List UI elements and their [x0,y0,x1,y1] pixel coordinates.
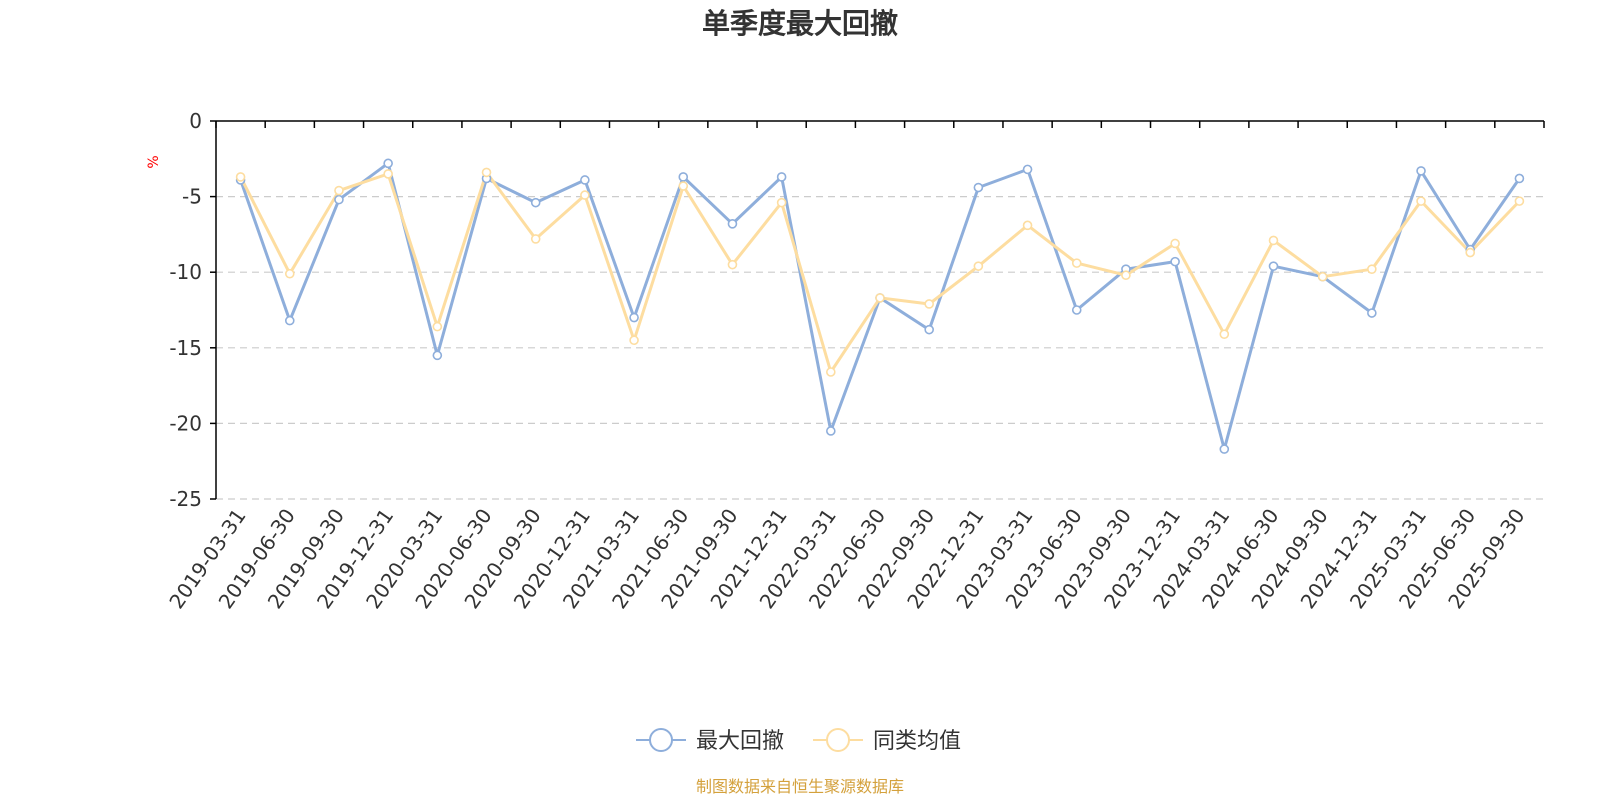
data-point-series-2 [284,268,295,279]
data-point-series-2 [826,367,836,377]
data-point-series-1 [432,350,443,361]
data-point-series-1 [530,197,541,208]
data-point-series-1 [1268,261,1279,271]
data-point-series-1 [973,182,984,193]
data-point-series-1 [1170,256,1180,267]
data-point-series-1 [383,158,393,169]
y-tick-label: -25 [169,487,202,511]
y-tick-label: -20 [169,411,202,435]
legend-label: 最大回撤 [696,729,784,754]
data-point-series-2 [1121,270,1131,281]
data-point-series-1 [1219,444,1230,454]
data-point-series-2 [383,169,393,179]
data-point-series-2 [1367,264,1377,274]
data-point-series-2 [1219,329,1230,339]
data-point-series-2 [1268,235,1279,246]
grid-lines [216,196,1544,500]
data-point-series-1 [727,219,738,229]
data-point-series-1 [1022,164,1033,175]
data-point-series-1 [1071,305,1082,315]
data-point-series-2 [727,259,738,270]
data-point-series-1 [826,426,836,436]
series-layer [235,158,1525,454]
chart-title: 单季度最大回撤 [702,7,898,40]
data-point-series-2 [235,172,246,182]
source-note: 制图数据来自恒生聚源数据库 [696,777,904,796]
legend-label: 同类均值 [873,729,961,754]
data-point-series-2 [1071,258,1082,268]
data-point-series-2 [629,335,639,346]
data-point-series-1 [629,312,639,323]
data-point-series-2 [432,321,443,332]
legend[interactable]: 最大回撤 同类均值 [636,728,961,754]
legend-marker [826,728,850,752]
data-point-series-1 [1416,166,1426,176]
data-point-series-1 [924,324,934,335]
data-point-series-2 [1514,196,1525,206]
data-point-series-2 [1170,238,1180,249]
data-point-series-2 [1465,247,1476,258]
data-point-series-1 [580,175,590,185]
data-point-series-2 [776,197,787,208]
data-point-series-2 [973,261,984,271]
legend-marker [649,728,673,752]
data-point-series-2 [1317,271,1328,282]
data-point-series-2 [875,293,885,303]
data-point-series-1 [776,172,787,182]
data-point-series-1 [334,194,344,205]
data-point-series-2 [530,234,541,244]
legend-item-1[interactable]: 最大回撤 [636,728,784,754]
y-tick-label: -15 [169,336,202,360]
data-point-series-2 [481,167,492,178]
y-tick-label: -10 [169,260,202,284]
data-point-series-2 [1416,196,1426,206]
data-point-series-2 [678,181,689,191]
series-line-1 [239,161,1521,451]
y-tick-label: 0 [189,109,202,133]
axes: 0-5-10-15-20-252019-03-312019-06-302019-… [164,109,1545,613]
data-point-series-1 [678,172,689,182]
data-point-series-2 [580,190,590,200]
data-point-series-2 [334,185,344,196]
data-point-series-1 [1514,173,1525,184]
data-point-series-2 [924,299,934,309]
y-tick-label: -5 [182,185,202,209]
legend-item-2[interactable]: 同类均值 [813,728,961,754]
data-point-series-1 [1367,308,1377,318]
data-point-series-2 [1022,220,1033,231]
y-axis-unit: % [146,155,162,168]
data-point-series-1 [284,315,295,326]
